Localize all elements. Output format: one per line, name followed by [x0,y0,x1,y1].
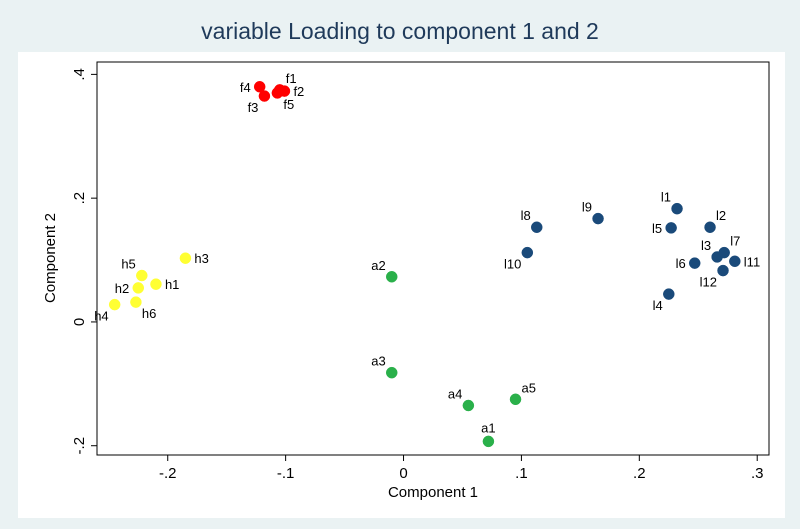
label-a1: a1 [481,420,495,435]
point-f5 [271,87,284,99]
x-axis-label: Component 1 [388,484,478,501]
label-l7: l7 [730,234,740,249]
point-a5 [509,393,522,406]
label-f5: f5 [283,97,294,112]
label-a3: a3 [371,354,385,369]
point-l2 [704,221,716,233]
label-f2: f2 [293,84,304,99]
x-tick-label: .3 [751,465,764,482]
point-l6 [688,257,701,269]
label-f4: f4 [240,80,251,95]
point-a2 [385,271,398,283]
x-tick-label: -.2 [159,465,177,482]
point-l1 [671,202,683,215]
label-l5: l5 [652,221,662,236]
label-h2: h2 [115,281,129,296]
point-f4 [253,81,266,93]
label-h5: h5 [121,257,135,272]
point-a1 [482,435,495,448]
point-l10 [521,246,534,259]
label-l12: l12 [700,275,717,290]
chart-title: variable Loading to component 1 and 2 [201,18,599,44]
y-axis-ticks: -.2 0 .2 .4 [71,68,97,454]
label-a4: a4 [448,386,462,401]
x-axis-ticks: -.2 -.1 0 .1 .2 .3 [159,455,763,482]
label-l1: l1 [661,190,671,205]
data-points [108,81,741,448]
label-l2: l2 [716,208,726,223]
point-h6 [130,296,142,308]
label-l8: l8 [521,208,531,223]
point-h5 [136,269,148,282]
x-tick-label: .1 [515,465,528,482]
label-a5: a5 [522,380,536,395]
label-l11: l11 [744,254,760,269]
point-l9 [592,212,604,225]
label-h1: h1 [165,277,179,292]
label-h3: h3 [194,251,208,266]
point-l4 [663,288,675,300]
label-h6: h6 [142,306,156,321]
label-a2: a2 [371,258,385,273]
point-f3 [258,90,271,102]
point-l7 [718,246,730,259]
x-tick-label: 0 [399,465,407,482]
point-h3 [179,252,192,264]
y-tick-label: -.2 [71,437,88,455]
y-tick-label: .4 [71,68,88,81]
plot-area [96,61,770,456]
point-a3 [385,366,398,379]
label-l6: l6 [676,256,686,271]
point-l8 [530,221,543,233]
point-h1 [150,278,162,290]
point-a4 [462,399,475,412]
label-l3: l3 [701,238,711,253]
y-tick-label: .2 [71,192,88,205]
label-l4: l4 [653,298,663,313]
x-tick-label: .2 [633,465,646,482]
label-l10: l10 [504,257,521,272]
point-h4 [108,298,121,311]
label-l9: l9 [582,200,592,215]
point-l12 [717,264,729,277]
label-f3: f3 [248,100,259,115]
y-tick-label: 0 [71,318,88,326]
label-f1: f1 [286,71,297,86]
x-tick-label: -.1 [277,465,295,482]
point-l5 [665,222,677,234]
point-h2 [132,282,145,294]
y-axis-label: Component 2 [42,213,59,303]
point-l11 [729,255,741,268]
label-h4: h4 [94,309,108,324]
